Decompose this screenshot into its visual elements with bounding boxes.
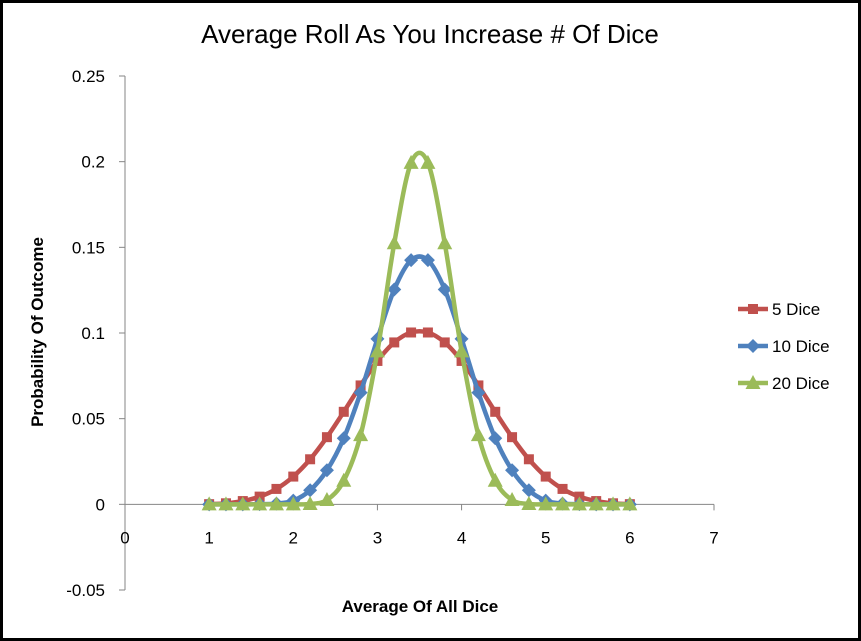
data-point-20-dice [555,496,571,511]
legend: 5 Dice 10 Dice 20 Dice [738,300,830,393]
data-point-10-dice [437,282,452,297]
y-tick-label: 0.1 [81,324,105,343]
legend-entry-20-dice: 20 Dice [738,374,830,393]
data-point-20-dice [353,427,369,442]
series-layer [201,150,638,512]
data-point-20-dice [521,495,537,510]
legend-label: 10 Dice [772,337,830,356]
data-point-10-dice [353,385,368,400]
data-point-20-dice [571,496,587,511]
data-point-5-dice [389,337,400,348]
data-point-20-dice [504,492,520,507]
data-point-5-dice [321,432,332,443]
series-line-5-dice [209,328,630,507]
series-line-20-dice [209,150,630,507]
legend-swatch-marker [745,375,761,389]
x-tick-label: 5 [541,528,550,547]
data-point-10-dice [387,282,402,297]
chart-axes: -0.05 0 0.05 0.1 0.15 0.2 0.25 0 1 2 3 4 5 6 7 [66,67,718,600]
legend-label: 5 Dice [772,300,820,319]
data-point-5-dice [338,406,349,417]
data-point-20-dice [420,154,436,169]
legend-swatch-marker [746,339,760,353]
data-point-5-dice [422,327,433,338]
data-point-10-dice [521,483,536,498]
data-point-20-dice [605,496,621,511]
data-point-20-dice [437,235,453,250]
data-point-5-dice [288,471,299,482]
y-tick-label: 0 [96,495,105,514]
data-point-20-dice [454,343,470,358]
series-20-dice [201,150,638,511]
series-10-dice [202,253,637,512]
data-point-20-dice [302,495,318,510]
x-tick-label: 7 [709,528,718,547]
y-tick-label: -0.05 [66,581,105,600]
data-point-5-dice [271,483,282,494]
data-point-20-dice [487,472,503,487]
data-point-20-dice [369,343,385,358]
data-point-20-dice [201,496,217,511]
data-point-10-dice [420,253,435,268]
legend-label: 20 Dice [772,374,830,393]
data-point-5-dice [490,406,501,417]
data-point-5-dice [305,454,316,465]
data-point-20-dice [268,496,284,511]
data-point-5-dice [406,327,417,338]
data-point-10-dice [471,385,486,400]
y-tick-label: 0.15 [72,238,105,257]
data-point-20-dice [538,496,554,511]
data-point-20-dice [285,496,301,511]
data-point-10-dice [319,463,334,478]
legend-entry-10-dice: 10 Dice [738,337,830,356]
y-tick-label: 0.05 [72,410,105,429]
series-line-10-dice [209,254,630,507]
y-tick-label: 0.2 [81,153,105,172]
data-point-20-dice [386,235,402,250]
series-5-dice [204,327,635,510]
data-point-10-dice [505,463,520,478]
data-point-5-dice [523,454,534,465]
data-point-10-dice [404,253,419,268]
x-tick-label: 1 [204,528,213,547]
data-point-20-dice [470,427,486,442]
legend-entry-5-dice: 5 Dice [738,300,820,319]
x-tick-label: 6 [625,528,634,547]
data-point-20-dice [336,472,352,487]
x-tick-label: 2 [289,528,298,547]
data-point-5-dice [439,337,450,348]
x-tick-label: 4 [457,528,466,547]
data-point-20-dice [235,496,251,511]
y-axis-title: Probability Of Outcome [28,237,47,427]
y-tick-label: 0.25 [72,67,105,86]
data-point-20-dice [252,496,268,511]
x-tick-label: 0 [120,528,129,547]
data-point-10-dice [303,483,318,498]
data-point-5-dice [507,432,518,443]
data-point-10-dice [488,431,503,446]
x-axis-title: Average Of All Dice [342,597,499,616]
data-point-5-dice [557,483,568,494]
legend-swatch-marker [748,304,758,314]
data-point-20-dice [588,496,604,511]
data-point-20-dice [403,154,419,169]
x-tick-label: 3 [373,528,382,547]
data-point-5-dice [540,471,551,482]
data-point-20-dice [319,492,335,507]
data-point-20-dice [622,496,638,511]
data-point-10-dice [336,431,351,446]
data-point-20-dice [218,496,234,511]
chart-title: Average Roll As You Increase # Of Dice [201,19,659,49]
